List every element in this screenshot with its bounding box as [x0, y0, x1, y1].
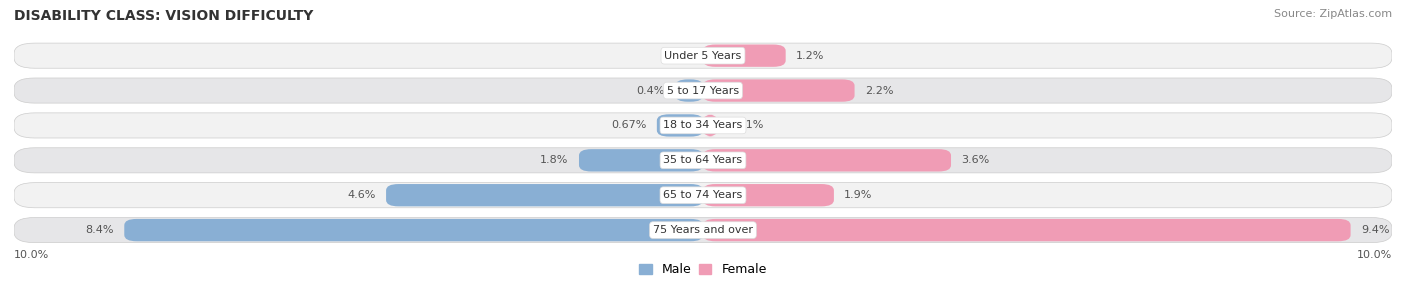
Text: 35 to 64 Years: 35 to 64 Years — [664, 155, 742, 165]
Text: 0.67%: 0.67% — [612, 120, 647, 130]
FancyBboxPatch shape — [124, 219, 703, 241]
FancyBboxPatch shape — [675, 79, 703, 102]
FancyBboxPatch shape — [14, 43, 1392, 68]
Text: 18 to 34 Years: 18 to 34 Years — [664, 120, 742, 130]
Legend: Male, Female: Male, Female — [634, 258, 772, 281]
FancyBboxPatch shape — [14, 183, 1392, 208]
Text: 2.2%: 2.2% — [865, 85, 893, 95]
Text: 0.0%: 0.0% — [665, 51, 693, 61]
Text: 1.9%: 1.9% — [844, 190, 873, 200]
FancyBboxPatch shape — [657, 114, 703, 136]
Text: 1.2%: 1.2% — [796, 51, 824, 61]
FancyBboxPatch shape — [703, 219, 1351, 241]
Text: 5 to 17 Years: 5 to 17 Years — [666, 85, 740, 95]
Text: DISABILITY CLASS: VISION DIFFICULTY: DISABILITY CLASS: VISION DIFFICULTY — [14, 9, 314, 23]
FancyBboxPatch shape — [14, 78, 1392, 103]
Text: Source: ZipAtlas.com: Source: ZipAtlas.com — [1274, 9, 1392, 19]
FancyBboxPatch shape — [14, 148, 1392, 173]
Text: 10.0%: 10.0% — [1357, 250, 1392, 260]
FancyBboxPatch shape — [14, 218, 1392, 243]
FancyBboxPatch shape — [703, 79, 855, 102]
Text: 3.6%: 3.6% — [962, 155, 990, 165]
Text: 65 to 74 Years: 65 to 74 Years — [664, 190, 742, 200]
FancyBboxPatch shape — [387, 184, 703, 206]
FancyBboxPatch shape — [703, 114, 717, 136]
Text: 0.4%: 0.4% — [637, 85, 665, 95]
Text: 1.8%: 1.8% — [540, 155, 568, 165]
FancyBboxPatch shape — [703, 44, 786, 67]
Text: 9.4%: 9.4% — [1361, 225, 1389, 235]
Text: 10.0%: 10.0% — [14, 250, 49, 260]
Text: 8.4%: 8.4% — [86, 225, 114, 235]
Text: 75 Years and over: 75 Years and over — [652, 225, 754, 235]
FancyBboxPatch shape — [579, 149, 703, 171]
FancyBboxPatch shape — [14, 113, 1392, 138]
Text: 0.21%: 0.21% — [728, 120, 763, 130]
FancyBboxPatch shape — [703, 184, 834, 206]
FancyBboxPatch shape — [703, 149, 950, 171]
Text: 4.6%: 4.6% — [347, 190, 375, 200]
Text: Under 5 Years: Under 5 Years — [665, 51, 741, 61]
